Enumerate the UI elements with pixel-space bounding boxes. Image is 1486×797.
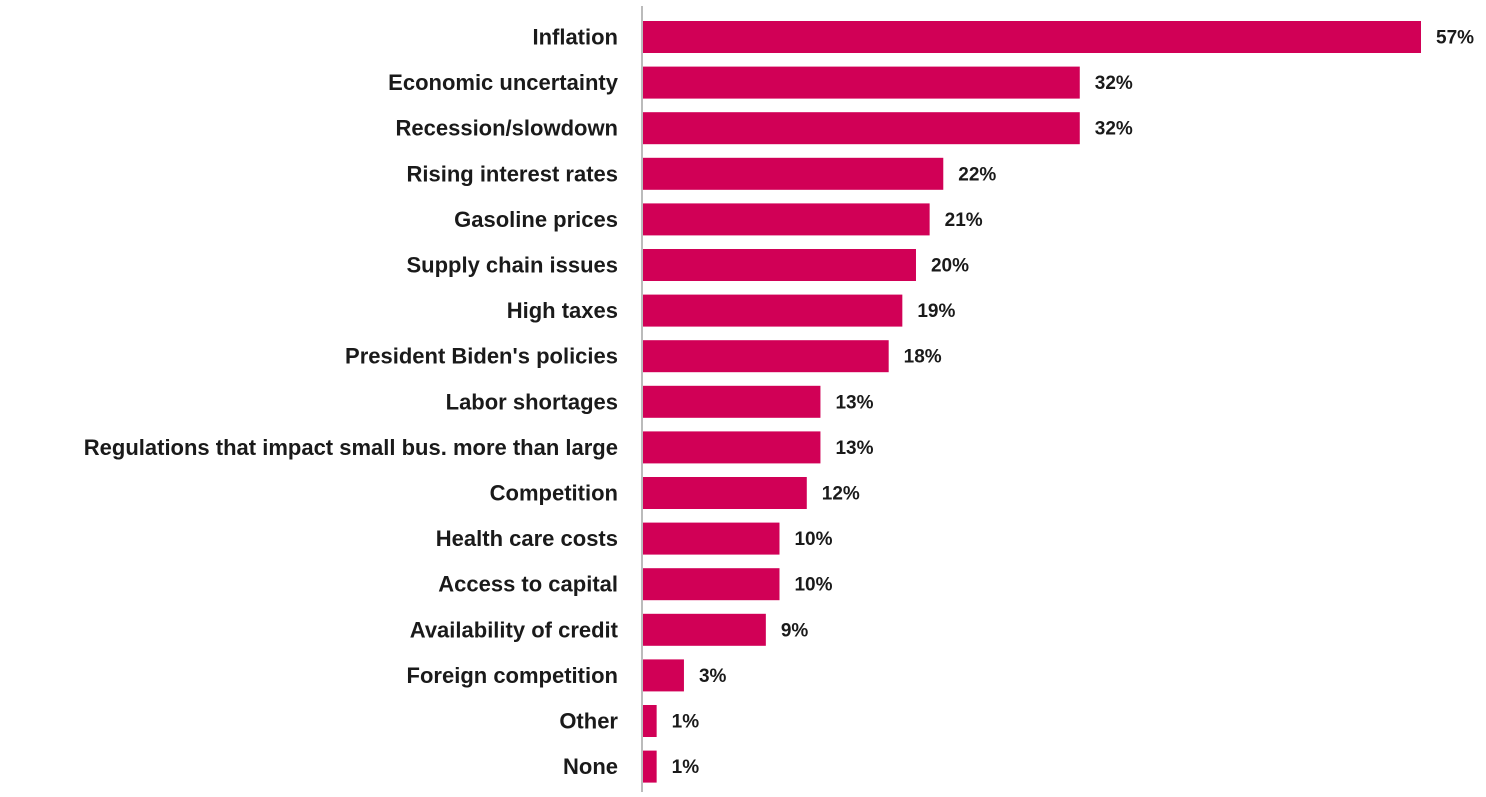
bar xyxy=(643,431,821,464)
value-label: 3% xyxy=(699,666,727,687)
bar xyxy=(643,294,903,327)
bar-row: Inflation 57% xyxy=(532,21,1474,53)
category-label: Economic uncertainty xyxy=(388,70,619,95)
bar xyxy=(643,568,780,601)
bar-row: None 1% xyxy=(563,750,700,783)
value-label: 19% xyxy=(917,301,955,322)
bar-rows: Inflation 57%Economic uncertainty 32%Reces… xyxy=(84,21,1474,783)
category-label: Foreign competition xyxy=(407,663,618,688)
value-label: 10% xyxy=(794,575,832,596)
category-label: Other xyxy=(559,709,618,734)
bar-row: President Biden's policies 18% xyxy=(345,340,942,373)
category-label: Labor shortages xyxy=(446,389,618,414)
bar xyxy=(643,249,916,281)
bar-row: Supply chain issues 20% xyxy=(406,249,969,281)
bar xyxy=(643,385,821,418)
category-label: Rising interest rates xyxy=(406,161,618,186)
bar-row: Regulations that impact small bus. more … xyxy=(84,431,874,464)
bar xyxy=(643,613,766,646)
bar xyxy=(643,340,889,373)
category-label: None xyxy=(563,754,618,779)
value-label: 22% xyxy=(958,164,996,185)
bar-row: Access to capital 10% xyxy=(438,568,833,601)
value-label: 12% xyxy=(822,484,860,505)
bar xyxy=(643,705,657,737)
bar-row: Foreign competition 3% xyxy=(407,659,727,692)
bar xyxy=(643,112,1080,145)
bar-row: Availability of credit 9% xyxy=(410,613,809,646)
category-label: Availability of credit xyxy=(410,617,619,642)
bar-row: Gasoline prices 21% xyxy=(454,203,983,236)
value-label: 32% xyxy=(1095,73,1133,94)
category-label: Recession/slowdown xyxy=(396,116,619,141)
bar-row: Labor shortages 13% xyxy=(446,385,874,418)
value-label: 21% xyxy=(945,210,983,231)
bar xyxy=(643,157,944,190)
value-label: 10% xyxy=(794,529,832,550)
category-label: Health care costs xyxy=(436,526,618,551)
value-label: 9% xyxy=(781,620,809,641)
category-label: President Biden's policies xyxy=(345,344,618,369)
bar xyxy=(643,66,1080,99)
value-label: 13% xyxy=(835,438,873,459)
bar xyxy=(643,477,807,509)
bar-row: Health care costs 10% xyxy=(436,522,833,555)
category-label: Access to capital xyxy=(438,572,618,597)
value-label: 1% xyxy=(672,712,700,733)
value-label: 13% xyxy=(835,392,873,413)
category-label: Regulations that impact small bus. more … xyxy=(84,435,618,460)
bar-row: Rising interest rates 22% xyxy=(406,157,996,190)
bar-row: Economic uncertainty 32% xyxy=(388,66,1133,99)
category-label: High taxes xyxy=(507,298,618,323)
bar xyxy=(643,522,780,555)
category-label: Competition xyxy=(490,481,618,506)
bar xyxy=(643,750,657,783)
category-label: Inflation xyxy=(532,25,618,50)
category-label: Supply chain issues xyxy=(406,253,618,278)
bar-row: High taxes 19% xyxy=(507,294,955,327)
category-label: Gasoline prices xyxy=(454,207,618,232)
value-label: 32% xyxy=(1095,119,1133,140)
bar xyxy=(643,659,684,692)
bar-row: Recession/slowdown 32% xyxy=(396,112,1133,145)
bar-row: Competition 12% xyxy=(490,477,860,509)
bar xyxy=(643,21,1421,53)
value-label: 1% xyxy=(672,757,700,778)
value-label: 20% xyxy=(931,256,969,277)
value-label: 18% xyxy=(904,347,942,368)
value-label: 57% xyxy=(1436,28,1474,49)
bar xyxy=(643,203,930,236)
bar-row: Other 1% xyxy=(559,705,699,737)
